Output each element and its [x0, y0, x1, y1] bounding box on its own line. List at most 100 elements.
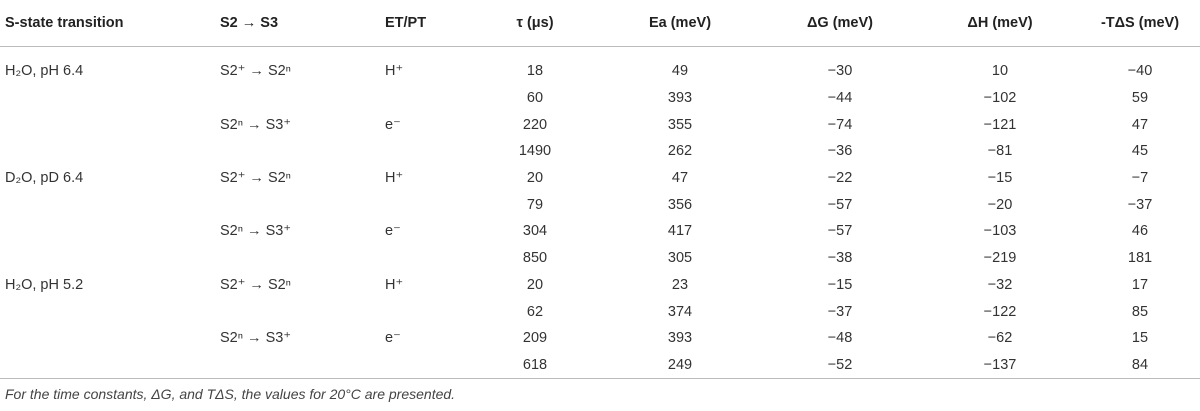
cell: 20	[526, 170, 544, 187]
cell: 356	[667, 196, 693, 213]
table-row: 850 305 −38 −219 181	[0, 245, 1200, 272]
header-cell: ET/PT	[380, 0, 470, 47]
cell: 181	[1127, 250, 1153, 267]
cell: 17	[1131, 276, 1149, 293]
empty-cell	[380, 245, 470, 272]
cell: 305	[667, 250, 693, 267]
cell: 62	[526, 303, 544, 320]
cell: −219	[983, 250, 1017, 267]
empty-cell	[380, 191, 470, 218]
cell: 60	[526, 90, 544, 107]
empty-cell	[0, 325, 215, 352]
cell: −122	[983, 303, 1017, 320]
cell: −121	[983, 116, 1017, 133]
cell: H⁺	[385, 170, 404, 187]
cell: 46	[1131, 223, 1149, 240]
header-cell: S2 → S3	[215, 0, 380, 47]
cell: −40	[1127, 63, 1153, 80]
table-row: 62 374 −37 −122 85	[0, 298, 1200, 325]
cell: 220	[522, 116, 548, 133]
empty-cell	[0, 138, 215, 165]
cell: 20	[526, 276, 544, 293]
cell: H⁺	[385, 63, 404, 80]
cell: 10	[991, 63, 1009, 80]
cell: 374	[667, 303, 693, 320]
table-row: 60 393 −44 −102 59	[0, 85, 1200, 112]
empty-cell	[380, 85, 470, 112]
cell: −62	[987, 330, 1013, 347]
table-row: S2ⁿ → S3⁺ e⁻ 220 355 −74 −121 47	[0, 111, 1200, 138]
header-cell: Ea (meV)	[600, 0, 760, 47]
cell: −102	[983, 90, 1017, 107]
footnote: For the time constants, ΔG, and TΔS, the…	[5, 386, 456, 402]
header-cell: ΔH (meV)	[920, 0, 1080, 47]
empty-cell	[0, 298, 215, 325]
table-row: H₂O, pH 6.4 S2⁺ → S2ⁿ H⁺ 18 49 −30 10 −40	[0, 47, 1200, 85]
header-cell: S-state transition	[0, 0, 215, 47]
empty-cell	[215, 138, 380, 165]
cell: e⁻	[385, 330, 401, 347]
cell: −137	[920, 351, 1080, 380]
empty-cell	[380, 138, 470, 165]
cell: −36	[827, 143, 853, 160]
empty-cell	[0, 218, 215, 245]
cell: −81	[987, 143, 1013, 160]
cell: −57	[827, 196, 853, 213]
cell: 79	[526, 196, 544, 213]
cell: e⁻	[385, 223, 401, 240]
empty-cell	[215, 351, 380, 380]
header-row: S-state transition S2 → S3 ET/PT τ (μs) Ea (…	[0, 0, 1200, 47]
cell: −15	[987, 170, 1013, 187]
cell: 1490	[518, 143, 552, 160]
empty-cell	[0, 245, 215, 272]
cell: S2ⁿ → S3⁺	[220, 223, 291, 240]
cell: −15	[827, 276, 853, 293]
cell: S2⁺ → S2ⁿ	[220, 63, 291, 80]
table-row: 79 356 −57 −20 −37	[0, 191, 1200, 218]
cell: 417	[667, 223, 693, 240]
table-row: 1490 262 −36 −81 45	[0, 138, 1200, 165]
cell: 45	[1131, 143, 1149, 160]
cell: −7	[1131, 170, 1149, 187]
table-row: S2ⁿ → S3⁺ e⁻ 209 393 −48 −62 15	[0, 325, 1200, 352]
cell: −103	[983, 223, 1017, 240]
cell: H₂O, pH 6.4	[5, 63, 84, 80]
cell: 49	[671, 63, 689, 80]
cell: D₂O, pD 6.4	[5, 170, 84, 187]
cell: 84	[1080, 351, 1200, 380]
header-cell: ΔG (meV)	[760, 0, 920, 47]
empty-cell	[0, 111, 215, 138]
empty-cell	[215, 245, 380, 272]
header-cell: τ (μs)	[470, 0, 600, 47]
cell: 393	[667, 330, 693, 347]
cell: 355	[667, 116, 693, 133]
empty-cell	[215, 85, 380, 112]
table-row: S2ⁿ → S3⁺ e⁻ 304 417 −57 −103 46	[0, 218, 1200, 245]
header-cell: -TΔS (meV)	[1080, 0, 1200, 47]
cell: 304	[522, 223, 548, 240]
cell: H₂O, pH 5.2	[5, 276, 84, 293]
cell: −38	[827, 250, 853, 267]
cell: 393	[667, 90, 693, 107]
empty-cell	[0, 85, 215, 112]
table-row: D₂O, pD 6.4 S2⁺ → S2ⁿ H⁺ 20 47 −22 −15 −7	[0, 165, 1200, 192]
cell: −20	[987, 196, 1013, 213]
cell: 18	[526, 63, 544, 80]
cell: 59	[1131, 90, 1149, 107]
cell: 850	[522, 250, 548, 267]
cell: 85	[1131, 303, 1149, 320]
empty-cell	[380, 351, 470, 380]
cell: e⁻	[385, 116, 401, 133]
cell: −44	[827, 90, 853, 107]
cell: S2ⁿ → S3⁺	[220, 330, 291, 347]
cell: −74	[827, 116, 853, 133]
cell: 23	[671, 276, 689, 293]
cell: −48	[827, 330, 853, 347]
cell: S2ⁿ → S3⁺	[220, 116, 291, 133]
table-row: H₂O, pH 5.2 S2⁺ → S2ⁿ H⁺ 20 23 −15 −32 17	[0, 272, 1200, 299]
cell: −22	[827, 170, 853, 187]
empty-cell	[215, 191, 380, 218]
table-row: 618 249 −52 −137 84	[0, 351, 1200, 380]
cell: 47	[671, 170, 689, 187]
